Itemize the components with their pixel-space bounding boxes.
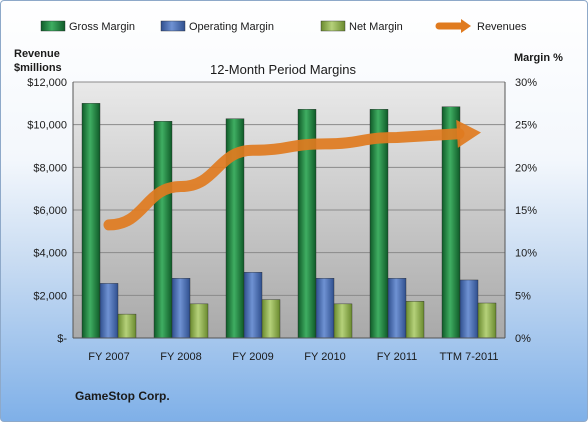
legend-swatch-arrowhead <box>461 19 471 33</box>
right-tick-label: 15% <box>515 205 537 217</box>
bar <box>153 121 173 339</box>
legend-swatch <box>40 20 66 32</box>
left-tick-label: $6,000 <box>33 205 67 217</box>
legend: Gross Margin Operating Margin Net Margin Re… <box>40 19 527 33</box>
bar <box>261 299 281 339</box>
bars-group <box>81 103 497 339</box>
legend-label: Operating Margin <box>189 21 274 33</box>
x-tick-label: FY 2010 <box>304 351 345 363</box>
bar <box>171 278 191 339</box>
x-tick-label: FY 2009 <box>232 351 273 363</box>
left-tick-label: $2,000 <box>33 290 67 302</box>
bar <box>333 303 353 339</box>
bar <box>99 283 119 339</box>
bar <box>315 278 335 339</box>
revenue-line-group <box>103 119 481 231</box>
right-tick-label: 25% <box>515 120 537 132</box>
bar <box>405 301 425 339</box>
right-tick-label: 10% <box>515 248 537 260</box>
left-axis-label-line2: $millions <box>14 62 62 74</box>
chart-title: 12-Month Period Margins <box>210 62 356 77</box>
axes-group: $- 0% $2,000 5% $4,000 10% $6,000 15% $8,000 20% $… <box>27 77 537 363</box>
right-tick-label: 0% <box>515 333 531 345</box>
x-tick-label: TTM 7-2011 <box>439 351 498 363</box>
legend-label: Revenues <box>477 21 527 33</box>
legend-label: Gross Margin <box>69 21 135 33</box>
right-tick-label: 30% <box>515 77 537 89</box>
left-tick-label: $8,000 <box>33 162 67 174</box>
left-axis-label-line1: Revenue <box>14 48 60 60</box>
bar <box>441 106 461 339</box>
bar <box>387 278 407 339</box>
bar <box>189 303 209 339</box>
bar <box>477 302 497 339</box>
right-tick-label: 5% <box>515 290 531 302</box>
x-tick-label: FY 2008 <box>160 351 201 363</box>
bar <box>117 313 137 339</box>
x-tick-label: FY 2011 <box>377 351 418 363</box>
company-name: GameStop Corp. <box>75 389 170 403</box>
revenue-line <box>103 128 465 231</box>
x-tick-label: FY 2007 <box>88 351 129 363</box>
right-axis-label: Margin % <box>514 52 563 64</box>
left-tick-label: $4,000 <box>33 248 67 260</box>
left-tick-label: $10,000 <box>27 120 67 132</box>
left-tick-label: $12,000 <box>27 77 67 89</box>
revenue-line-arrowhead <box>456 119 481 148</box>
legend-swatch <box>160 20 186 32</box>
bar <box>243 272 263 339</box>
bar <box>81 103 101 339</box>
legend-label: Net Margin <box>349 21 403 33</box>
bar <box>459 279 479 339</box>
legend-swatch <box>320 20 346 32</box>
right-tick-label: 20% <box>515 162 537 174</box>
left-tick-label: $- <box>57 333 67 345</box>
